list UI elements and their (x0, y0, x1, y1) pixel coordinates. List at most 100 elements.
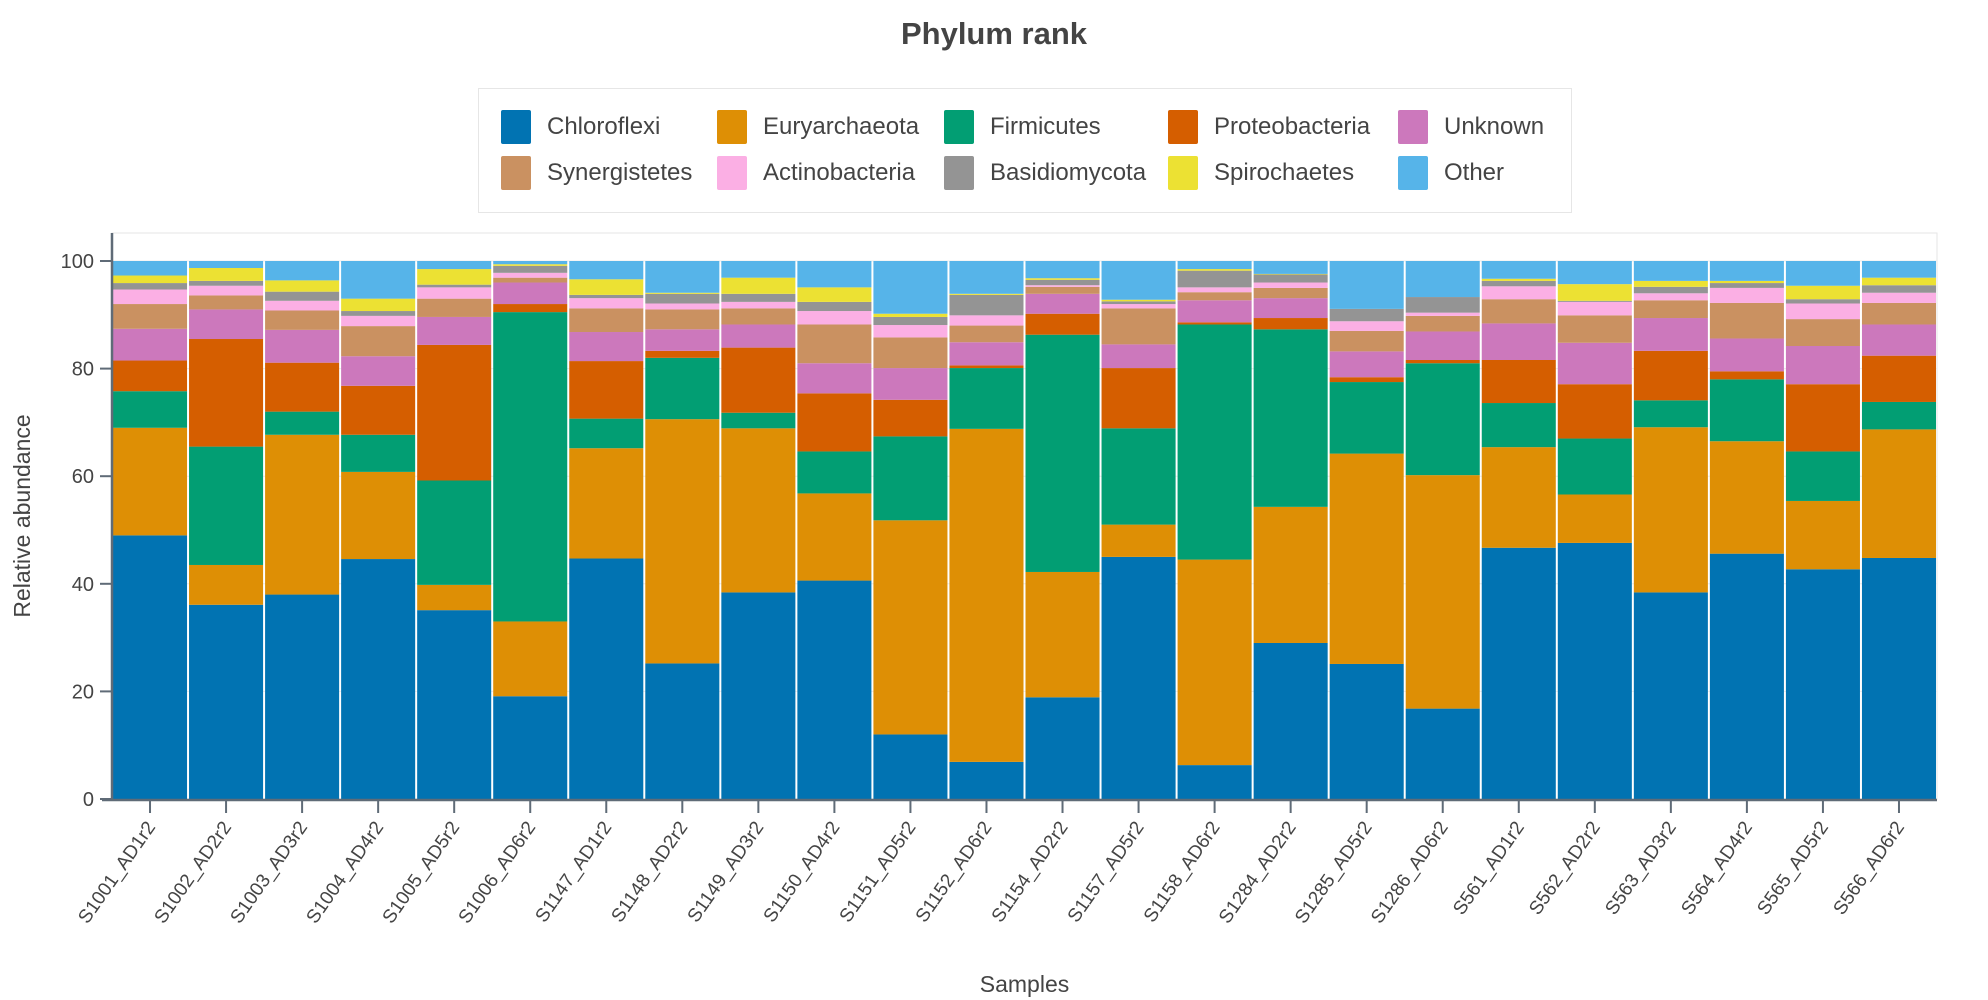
bar-segment-actinobacteria (1025, 285, 1100, 287)
bar-segment-unknown (265, 329, 340, 363)
bar-segment-other (341, 261, 416, 299)
bar-segment-chloroflexi (1177, 765, 1252, 799)
bar-segment-chloroflexi (417, 610, 492, 799)
bar-segment-unknown (873, 368, 948, 400)
legend-swatch (1398, 156, 1428, 190)
legend-label: Proteobacteria (1214, 113, 1371, 140)
x-tick-label: S1004_AD4r2 (303, 818, 389, 928)
bar-segment-firmicutes (569, 418, 644, 449)
bar-segment-chloroflexi (113, 535, 188, 799)
bar-segment-firmicutes (417, 480, 492, 585)
bar-segment-actinobacteria (797, 311, 872, 325)
bar-segment-unknown (1101, 344, 1176, 369)
bar-segment-firmicutes (1633, 400, 1708, 428)
x-tick-label: S1151_AD5r2 (836, 818, 921, 927)
legend: Chloroflexi Euryarchaeota Firmicutes Proteo… (478, 88, 1572, 213)
bar-segment-basidiomycota (721, 293, 796, 302)
bar-segment-euryarchaeota (1177, 559, 1252, 766)
legend-item[interactable]: Firmicutes (944, 110, 1101, 144)
legend-item[interactable]: Basidiomycota (944, 156, 1146, 190)
bar-segment-unknown (1861, 324, 1936, 356)
bar-segment-unknown (569, 332, 644, 362)
x-tick-label: S1285_AD5r2 (1291, 818, 1377, 928)
bar-segment-actinobacteria (1405, 312, 1480, 316)
bar-segment-basidiomycota (569, 294, 644, 299)
bar-segment-synergistetes (1025, 286, 1100, 294)
bar-segment-proteobacteria (1253, 318, 1328, 330)
bar-segment-basidiomycota (1025, 279, 1100, 286)
legend-item[interactable]: Euryarchaeota (717, 110, 919, 144)
legend-label: Firmicutes (990, 113, 1101, 140)
bar-segment-euryarchaeota (493, 621, 568, 697)
bar-segment-spirochaetes (113, 275, 188, 284)
bar-segment-other (1025, 261, 1100, 279)
legend-item[interactable]: Other (1398, 156, 1504, 190)
x-tick-label: S1284_AD2r2 (1215, 818, 1301, 928)
bar-segment-unknown (949, 342, 1024, 366)
bar-segment-unknown (1405, 331, 1480, 360)
bar-segment-synergistetes (949, 325, 1024, 343)
bar-segment-euryarchaeota (873, 520, 948, 735)
bar-segment-spirochaetes (1709, 280, 1784, 284)
bar-segment-other (265, 261, 340, 281)
bar-segment-synergistetes (873, 337, 948, 369)
bar-segment-proteobacteria (1025, 313, 1100, 335)
x-tick-label: S1148_AD2r2 (608, 818, 693, 927)
bar-segment-other (417, 261, 492, 270)
bar-segment-proteobacteria (1329, 377, 1404, 383)
bar-segment-basidiomycota (341, 311, 416, 316)
bar-segment-other (645, 261, 720, 293)
bar-segment-other (1329, 261, 1404, 309)
x-tick-label: S562_AD2r2 (1525, 818, 1605, 919)
legend-item[interactable]: Spirochaetes (1168, 156, 1354, 190)
bar-segment-chloroflexi (1633, 592, 1708, 799)
bar-segment-actinobacteria (1481, 286, 1556, 300)
bar-segment-spirochaetes (1481, 278, 1556, 281)
bar-segment-euryarchaeota (949, 428, 1024, 762)
bar-segment-firmicutes (1861, 401, 1936, 430)
legend-item[interactable]: Synergistetes (501, 156, 692, 190)
legend-label: Other (1444, 159, 1505, 186)
bar-segment-unknown (417, 316, 492, 345)
bar-segment-synergistetes (493, 277, 568, 283)
bar-segment-basidiomycota (645, 293, 720, 304)
bar-segment-euryarchaeota (1861, 429, 1936, 558)
bar-segment-actinobacteria (265, 300, 340, 311)
bar-segment-spirochaetes (493, 264, 568, 266)
x-tick-label: S1150_AD4r2 (760, 818, 845, 927)
x-tick-label: S1157_AD5r2 (1064, 818, 1149, 927)
bar-segment-firmicutes (265, 411, 340, 435)
bar-segment-euryarchaeota (113, 427, 188, 536)
bar-segment-proteobacteria (417, 344, 492, 481)
legend-item[interactable]: Chloroflexi (501, 110, 660, 144)
x-tick-label: S565_AD5r2 (1753, 818, 1833, 919)
bar-segment-basidiomycota (1861, 285, 1936, 293)
bar-segment-unknown (493, 282, 568, 305)
legend-item[interactable]: Actinobacteria (717, 156, 915, 190)
bar-segment-spirochaetes (1177, 269, 1252, 271)
bar-segment-proteobacteria (873, 399, 948, 437)
bar-segment-unknown (1177, 300, 1252, 323)
bar-segment-firmicutes (1557, 438, 1632, 495)
bar-segment-unknown (1709, 338, 1784, 372)
bar-segment-euryarchaeota (721, 428, 796, 593)
bar-segment-synergistetes (189, 295, 264, 310)
bar-segment-firmicutes (493, 312, 568, 622)
bar-segment-basidiomycota (1709, 283, 1784, 288)
bar-segment-euryarchaeota (1709, 441, 1784, 554)
legend-item[interactable]: Proteobacteria (1168, 110, 1370, 144)
plot-area (111, 232, 1938, 800)
legend-label: Spirochaetes (1214, 159, 1355, 186)
bar-segment-firmicutes (1481, 403, 1556, 448)
bar-segment-other (797, 261, 872, 288)
bar-segment-other (113, 261, 188, 276)
legend-item[interactable]: Unknown (1398, 110, 1544, 144)
bar-segment-proteobacteria (645, 350, 720, 358)
bar-segment-basidiomycota (1177, 270, 1252, 288)
bar-segment-spirochaetes (1025, 278, 1100, 280)
bar-segment-unknown (1481, 323, 1556, 360)
bar-segment-synergistetes (721, 308, 796, 325)
bar-segment-synergistetes (265, 310, 340, 330)
x-tick-label: S561_AD1r2 (1449, 818, 1529, 919)
